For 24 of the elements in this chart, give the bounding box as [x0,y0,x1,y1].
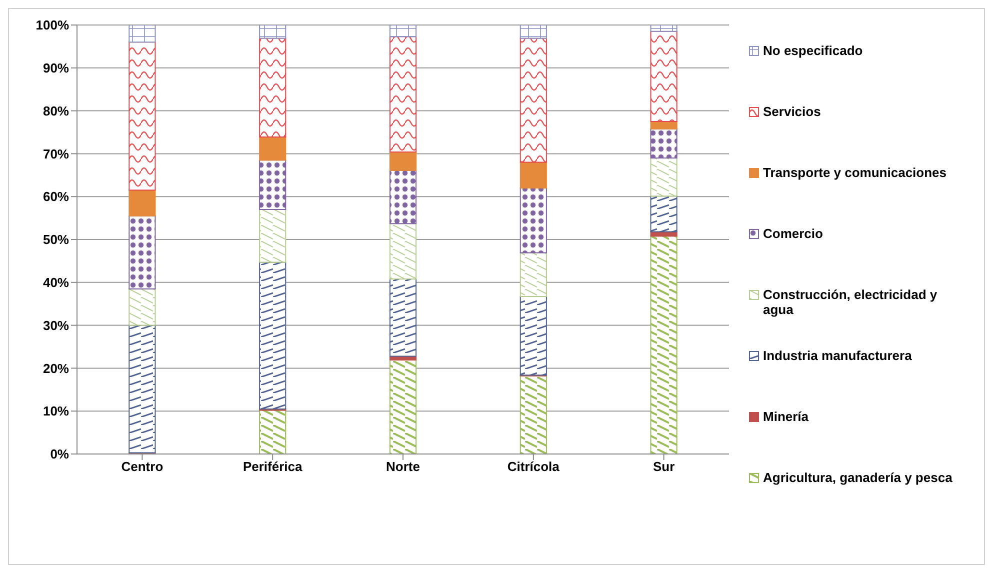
x-tick-label: Citrícola [507,459,560,474]
y-tick-label: 80% [42,103,70,118]
legend-label: Minería [763,408,809,424]
legend-label: Comercio [763,226,823,240]
legend-label: No especificado [763,42,863,58]
legend-label: Industria manufacturera [763,348,912,362]
y-tick-label: 40% [42,275,70,290]
x-tick-label: Periférica [242,459,303,474]
y-tick-label: 60% [42,189,70,204]
y-tick-label: 20% [42,360,70,376]
x-tick-label: Centro [121,459,164,474]
y-tick-label: 50% [42,232,70,248]
legend-label: Transporte y comunicaciones [763,164,947,180]
y-tick-label: 70% [42,146,70,162]
y-tick-label: 100% [36,18,70,33]
y-tick-label: 30% [42,318,70,333]
y-tick-label: 10% [42,404,70,419]
y-tick-label: 0% [50,446,70,462]
legend-label: Construcción, electricidad y agua [763,286,938,316]
legend-label: Servicios [763,104,821,118]
y-tick-label: 90% [42,60,70,76]
x-tick-label: Norte [386,459,420,474]
x-tick-label: Sur [652,459,675,474]
legend-label: Agricultura, ganadería y pesca [763,470,952,484]
